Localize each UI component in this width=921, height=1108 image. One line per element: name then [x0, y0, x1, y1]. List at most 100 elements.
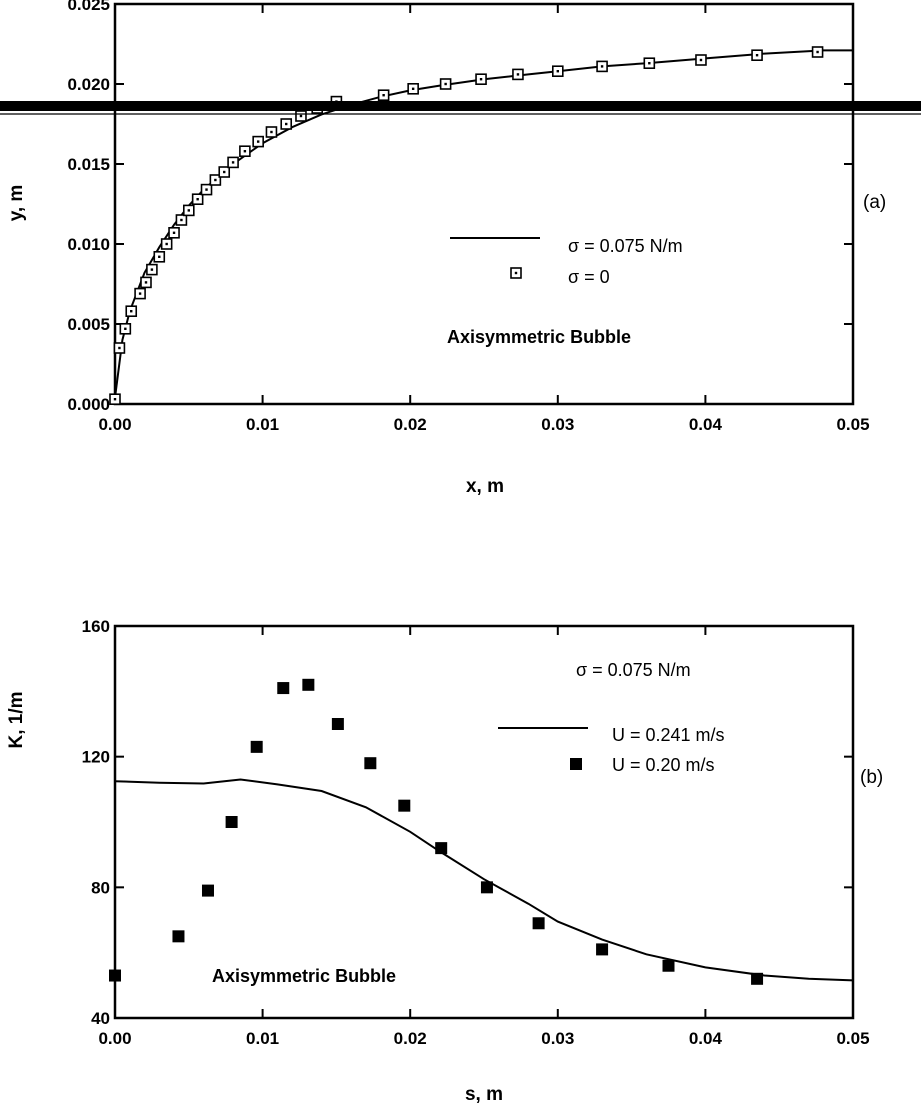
- tick-labels-b: 0.00 0.01 0.02 0.03 0.04 0.05 40 80 120 160: [82, 617, 870, 1048]
- data-point-b: [751, 972, 764, 985]
- x-tick-label-b: 0.01: [246, 1029, 279, 1048]
- legend-a: σ = 0.075 N/m σ = 0: [450, 236, 683, 287]
- data-point-b: [364, 757, 377, 770]
- chart-panel-a: 0.00 0.01 0.02 0.03 0.04 0.05 0.000 0.005 0.010 0…: [0, 0, 921, 497]
- data-point-a: [134, 287, 146, 300]
- data-point-a: [183, 204, 195, 217]
- data-point-b: [225, 816, 238, 828]
- data-point-b: [532, 917, 545, 930]
- data-point-a: [113, 342, 126, 354]
- legend-label-marker-a: σ = 0: [568, 267, 610, 287]
- data-point-a: [125, 305, 138, 318]
- plot-frame-a: [113, 2, 855, 406]
- series-layer-b: [109, 678, 854, 985]
- legend-label-marker-b: U = 0.20 m/s: [612, 755, 715, 775]
- panel-label-b: (b): [860, 767, 883, 788]
- data-point-a: [160, 238, 173, 250]
- data-point-a: [280, 118, 293, 130]
- data-point-a: [209, 174, 222, 186]
- y-tick-label-a: 0.015: [67, 155, 110, 174]
- series-line-b: [114, 778, 854, 982]
- data-point-a: [811, 46, 824, 58]
- legend-b: σ = 0.075 N/m U = 0.241 m/s U = 0.20 m/s: [498, 660, 725, 775]
- y-axis-label-a: y, m: [6, 185, 27, 222]
- data-point-b: [435, 842, 448, 855]
- y-tick-label-b: 40: [91, 1009, 110, 1028]
- data-point-b: [250, 740, 263, 753]
- data-point-b: [277, 682, 290, 695]
- data-point-a: [119, 322, 132, 335]
- x-tick-label-a: 0.02: [394, 415, 427, 434]
- series-layer-a: [109, 46, 853, 406]
- data-point-a: [407, 83, 419, 95]
- data-point-a: [265, 126, 278, 138]
- data-point-a: [218, 166, 231, 178]
- separator-bar: [0, 101, 921, 111]
- x-tick-label-a: 0.03: [541, 415, 574, 434]
- data-point-a: [227, 156, 239, 169]
- data-point-a: [695, 54, 707, 66]
- data-point-a: [377, 89, 390, 101]
- y-tick-label-a: 0.020: [67, 75, 110, 94]
- axis-ticks-b: [114, 625, 854, 1019]
- x-tick-label-a: 0.00: [98, 415, 131, 434]
- data-point-a: [191, 193, 204, 205]
- data-point-a: [239, 145, 251, 157]
- y-tick-label-a: 0.025: [67, 0, 110, 14]
- data-point-b: [201, 884, 214, 897]
- x-axis-label-b: s, m: [465, 1084, 503, 1105]
- data-point-a: [175, 214, 188, 226]
- x-tick-label-b: 0.03: [541, 1029, 574, 1048]
- legend-title-b: σ = 0.075 N/m: [576, 660, 691, 680]
- x-tick-label-b: 0.05: [836, 1029, 869, 1048]
- data-point-a: [200, 183, 213, 196]
- data-point-a: [295, 110, 307, 122]
- annotation-a: Axisymmetric Bubble: [447, 327, 631, 347]
- y-tick-label-a: 0.005: [67, 315, 110, 334]
- data-point-a: [439, 78, 452, 90]
- y-tick-label-b: 160: [82, 617, 110, 636]
- data-point-b: [331, 718, 344, 730]
- data-point-a: [140, 276, 152, 289]
- data-point-a: [109, 393, 121, 406]
- y-tick-label-b: 120: [82, 748, 110, 767]
- data-point-b: [480, 881, 493, 894]
- data-point-b: [302, 678, 315, 691]
- data-point-a: [643, 57, 656, 70]
- data-point-a: [168, 227, 180, 239]
- x-tick-label-a: 0.01: [246, 415, 279, 434]
- legend-marker-swatch-b: [570, 758, 582, 770]
- data-point-b: [662, 959, 675, 972]
- data-point-a: [551, 65, 564, 77]
- legend-marker-dot-a: [514, 271, 518, 275]
- data-point-a: [512, 68, 524, 81]
- y-tick-label-a: 0.010: [67, 235, 110, 254]
- annotation-b: Axisymmetric Bubble: [212, 966, 396, 986]
- tick-labels-a: 0.00 0.01 0.02 0.03 0.04 0.05 0.000 0.005 0.010 0…: [67, 0, 869, 434]
- legend-label-line-a: σ = 0.075 N/m: [568, 236, 683, 256]
- x-tick-label-a: 0.05: [836, 415, 869, 434]
- x-tick-label-b: 0.04: [689, 1029, 723, 1048]
- data-point-b: [172, 930, 185, 943]
- data-point-b: [398, 799, 411, 812]
- x-tick-label-b: 0.00: [98, 1029, 131, 1048]
- plot-frame-b: [113, 624, 855, 1020]
- legend-label-line-b: U = 0.241 m/s: [612, 725, 725, 745]
- data-point-b: [109, 969, 121, 982]
- x-axis-label-a: x, m: [466, 476, 504, 497]
- x-tick-label-b: 0.02: [394, 1029, 427, 1048]
- x-tick-label-a: 0.04: [689, 415, 723, 434]
- data-point-a: [252, 135, 264, 148]
- y-axis-label-b: K, 1/m: [6, 691, 27, 748]
- data-point-a: [146, 263, 158, 276]
- data-point-a: [475, 73, 487, 85]
- data-point-b: [596, 943, 609, 956]
- panel-label-a: (a): [863, 192, 886, 213]
- data-point-a: [153, 251, 166, 263]
- data-point-a: [596, 60, 608, 73]
- y-tick-label-a: 0.000: [67, 395, 110, 414]
- y-tick-label-b: 80: [91, 878, 110, 897]
- data-point-a: [751, 49, 763, 62]
